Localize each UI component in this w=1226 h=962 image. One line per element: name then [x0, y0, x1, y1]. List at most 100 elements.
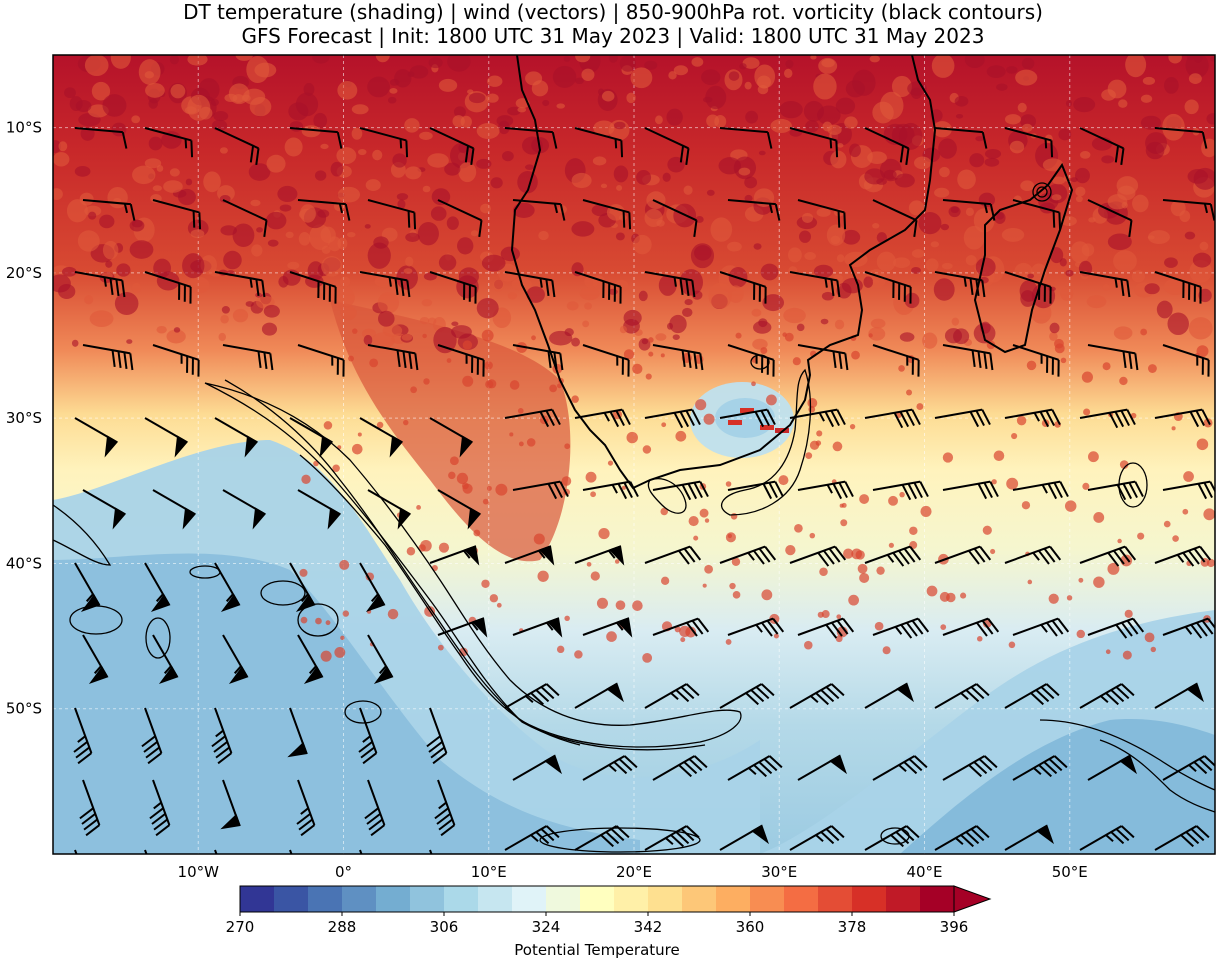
speckle	[348, 355, 354, 362]
speckle	[1065, 269, 1074, 277]
lat-tick-label: 20°S	[6, 264, 42, 282]
speckle	[232, 223, 255, 248]
speckle	[58, 141, 68, 152]
wind-barb	[1004, 271, 1052, 304]
speckle	[507, 292, 518, 300]
speckle	[177, 188, 196, 206]
speckle	[387, 96, 397, 104]
speckle	[1164, 257, 1178, 268]
lat-tick-label: 30°S	[6, 409, 42, 427]
speckle	[614, 559, 620, 564]
wind-barb	[1087, 199, 1133, 238]
wind-barb	[222, 634, 249, 684]
speckle	[1168, 55, 1182, 64]
speckle	[1075, 195, 1083, 203]
vorticity-contour-14	[297, 603, 339, 637]
colorbar-tick-label: 324	[532, 918, 561, 936]
speckle	[1011, 432, 1018, 440]
speckle	[855, 550, 865, 560]
speckle	[1049, 322, 1060, 334]
speckle	[1184, 99, 1199, 115]
speckle	[312, 55, 330, 64]
speckle	[482, 498, 489, 505]
speckle	[702, 583, 707, 588]
speckle	[660, 353, 665, 358]
wind-barb	[727, 617, 785, 637]
speckle	[84, 295, 94, 305]
lon-tick-label: 10°E	[471, 863, 507, 881]
speckle	[187, 55, 208, 66]
speckle	[422, 185, 431, 193]
wind-barb	[644, 683, 700, 709]
speckle	[224, 93, 238, 103]
vorticity-contour-2	[224, 379, 706, 751]
speckle	[1124, 609, 1133, 618]
wind-barb	[1154, 825, 1210, 851]
speckle	[821, 610, 830, 619]
wind-barb	[644, 127, 690, 166]
speckle	[1079, 150, 1091, 159]
speckle	[623, 349, 635, 360]
speckle	[524, 164, 535, 170]
wind-barb	[582, 617, 633, 638]
speckle	[816, 208, 831, 217]
speckle	[965, 207, 974, 217]
speckle	[405, 256, 414, 267]
wind-barb	[429, 417, 474, 458]
speckle	[953, 328, 970, 345]
wind-barb	[582, 199, 632, 230]
speckle	[374, 275, 393, 288]
speckle	[1076, 629, 1085, 639]
speckle	[703, 413, 715, 425]
speckle	[1048, 593, 1059, 604]
speckle	[502, 151, 514, 162]
speckle	[1188, 73, 1202, 84]
speckle	[1164, 77, 1179, 94]
wind-barb	[1154, 408, 1211, 428]
speckle	[822, 121, 833, 132]
speckle	[695, 399, 707, 411]
speckle	[732, 591, 741, 599]
lon-tick-label: 40°E	[906, 863, 942, 881]
speckle	[779, 100, 803, 119]
speckle	[621, 485, 627, 490]
speckle	[62, 266, 77, 277]
wind-barb	[1079, 683, 1135, 709]
wind-barb	[214, 562, 241, 612]
speckle	[1184, 231, 1196, 240]
speckle	[509, 380, 520, 390]
speckle	[739, 63, 747, 70]
speckle	[1170, 200, 1186, 217]
speckle	[496, 115, 514, 127]
speckle	[1009, 140, 1025, 154]
speckle	[810, 55, 817, 60]
speckle	[405, 232, 420, 242]
speckle	[996, 83, 1008, 91]
wind-barb	[504, 545, 555, 566]
wind-barb	[214, 271, 266, 298]
speckle	[468, 92, 486, 104]
speckle	[295, 92, 319, 117]
speckle	[574, 650, 583, 659]
speckle	[248, 163, 271, 181]
wind-barb	[152, 634, 179, 684]
wind-barb	[942, 617, 1000, 637]
wind-barb	[367, 634, 394, 684]
wind-barb	[864, 408, 921, 429]
wind-barb	[1004, 408, 1061, 428]
speckle	[91, 81, 111, 101]
speckle	[421, 299, 433, 307]
speckle	[830, 150, 847, 169]
speckle	[1042, 158, 1064, 172]
wind-barb	[296, 779, 316, 837]
speckle	[365, 179, 381, 192]
wind-barb	[144, 127, 194, 158]
wind-barb	[512, 199, 566, 221]
colorbar-segment	[478, 886, 513, 912]
speckle	[307, 261, 324, 281]
speckle	[1183, 471, 1194, 482]
speckle	[1198, 288, 1212, 303]
speckle	[372, 149, 383, 161]
speckle	[909, 526, 918, 536]
speckle	[495, 483, 508, 496]
